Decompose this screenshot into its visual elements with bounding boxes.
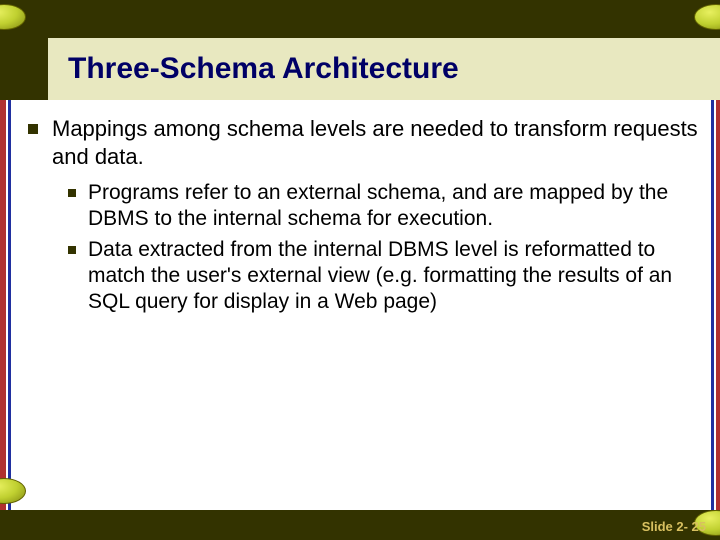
bullet-text: Mappings among schema levels are needed … xyxy=(52,115,700,170)
bullet-level2: Data extracted from the internal DBMS le… xyxy=(68,237,700,316)
left-stripe-blue xyxy=(8,100,11,510)
content-area: Mappings among schema levels are needed … xyxy=(28,115,700,319)
bullet-level2: Programs refer to an external schema, an… xyxy=(68,180,700,233)
right-stripe-red xyxy=(716,100,720,510)
left-stripe-red xyxy=(0,100,6,510)
decorative-oval-icon xyxy=(0,478,26,504)
slide-title: Three-Schema Architecture xyxy=(68,52,459,86)
bullet-level1: Mappings among schema levels are needed … xyxy=(28,115,700,170)
right-stripe-blue xyxy=(711,100,714,510)
square-bullet-icon xyxy=(68,246,76,254)
bottom-band xyxy=(0,510,720,540)
square-bullet-icon xyxy=(28,124,38,134)
square-bullet-icon xyxy=(68,189,76,197)
title-bar: Three-Schema Architecture xyxy=(48,38,720,100)
slide-number: Slide 2- 25 xyxy=(642,519,706,534)
bullet-text: Data extracted from the internal DBMS le… xyxy=(88,237,700,316)
bullet-text: Programs refer to an external schema, an… xyxy=(88,180,700,233)
